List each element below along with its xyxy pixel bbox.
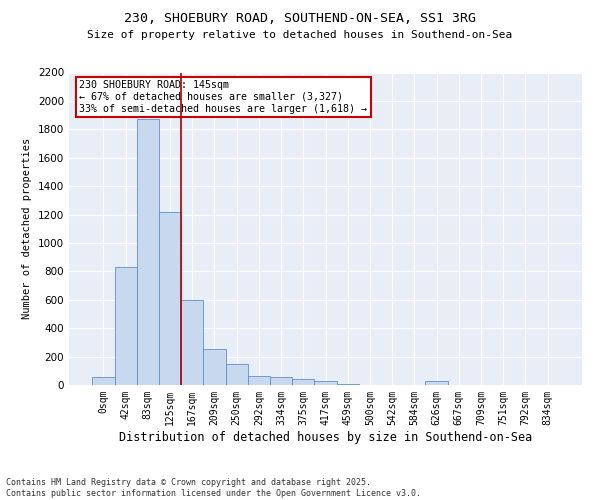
Text: Size of property relative to detached houses in Southend-on-Sea: Size of property relative to detached ho… (88, 30, 512, 40)
X-axis label: Distribution of detached houses by size in Southend-on-Sea: Distribution of detached houses by size … (119, 430, 532, 444)
Text: 230 SHOEBURY ROAD: 145sqm
← 67% of detached houses are smaller (3,327)
33% of se: 230 SHOEBURY ROAD: 145sqm ← 67% of detac… (79, 80, 367, 114)
Bar (270, 377, 292, 385)
Y-axis label: Number of detached properties: Number of detached properties (22, 138, 32, 320)
Bar (137, 120, 159, 385)
Bar (92, 377, 115, 385)
Bar (159, 212, 181, 385)
Bar (425, 382, 448, 385)
Bar (203, 350, 226, 385)
Bar (115, 267, 137, 385)
Bar (181, 300, 203, 385)
Text: Contains HM Land Registry data © Crown copyright and database right 2025.
Contai: Contains HM Land Registry data © Crown c… (6, 478, 421, 498)
Bar (314, 382, 337, 385)
Bar (292, 380, 314, 385)
Text: 230, SHOEBURY ROAD, SOUTHEND-ON-SEA, SS1 3RG: 230, SHOEBURY ROAD, SOUTHEND-ON-SEA, SS1… (124, 12, 476, 26)
Bar (226, 364, 248, 385)
Bar (337, 384, 359, 385)
Bar (248, 376, 270, 385)
